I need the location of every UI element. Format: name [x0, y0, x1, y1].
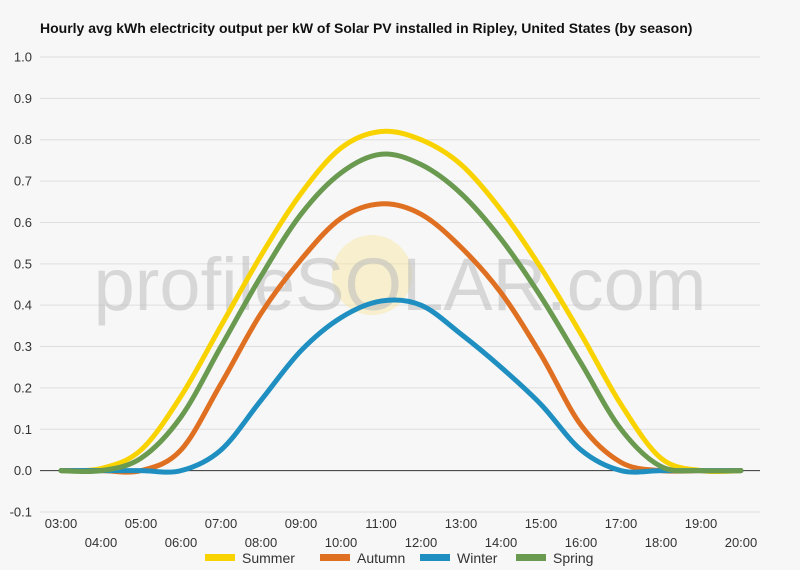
- x-tick-label: 20:00: [725, 535, 758, 550]
- x-tick-label: 09:00: [285, 516, 318, 531]
- x-tick-label: 16:00: [565, 535, 598, 550]
- y-tick-label: 0.4: [14, 298, 32, 313]
- x-tick-label: 05:00: [125, 516, 158, 531]
- x-tick-label: 03:00: [45, 516, 78, 531]
- watermark-text: profileSOLAR.com: [94, 243, 707, 326]
- y-tick-label: 0.5: [14, 256, 32, 271]
- watermark: profileSOLAR.com: [94, 235, 707, 326]
- legend-label-autumn: Autumn: [357, 550, 405, 566]
- y-tick-label: 0.6: [14, 215, 32, 230]
- x-tick-label: 14:00: [485, 535, 518, 550]
- series-line-winter: [58, 297, 744, 475]
- y-tick-label: 0.2: [14, 380, 32, 395]
- x-tick-label: 18:00: [645, 535, 678, 550]
- y-tick-label: 0.9: [14, 91, 32, 106]
- x-tick-label: 17:00: [605, 516, 638, 531]
- y-tick-label: 1.0: [14, 50, 32, 65]
- x-tick-label: 11:00: [365, 516, 397, 531]
- series-line-spring: [58, 151, 744, 475]
- y-tick-label: 0.8: [14, 132, 32, 147]
- series-line-summer: [58, 128, 744, 475]
- legend-swatch-spring: [516, 554, 546, 561]
- x-tick-label: 10:00: [325, 535, 358, 550]
- x-tick-label: 19:00: [685, 516, 718, 531]
- series-line-autumn: [58, 201, 744, 475]
- x-tick-label: 04:00: [85, 535, 118, 550]
- legend-label-spring: Spring: [553, 550, 593, 566]
- y-axis-ticks: -0.1 0.0 0.1 0.2 0.3 0.4 0.5 0.6 0.7 0.8 0.9 1.0: [10, 50, 32, 520]
- legend-swatch-autumn: [320, 554, 350, 561]
- x-tick-label: 13:00: [445, 516, 478, 531]
- watermark-sun-icon: [332, 235, 412, 315]
- legend-label-winter: Winter: [457, 550, 498, 566]
- x-tick-label: 06:00: [165, 535, 198, 550]
- legend-swatch-winter: [420, 554, 450, 561]
- series-lines: [58, 128, 744, 475]
- y-tick-label: 0.0: [14, 463, 32, 478]
- legend-label-summer: Summer: [242, 550, 295, 566]
- y-tick-label: 0.3: [14, 339, 32, 354]
- y-tick-label: -0.1: [10, 505, 32, 520]
- x-tick-label: 08:00: [245, 535, 278, 550]
- y-tick-label: 0.7: [14, 174, 32, 189]
- legend-swatch-summer: [205, 554, 235, 561]
- chart-title: Hourly avg kWh electricity output per kW…: [40, 20, 692, 36]
- x-tick-label: 07:00: [205, 516, 238, 531]
- x-tick-label: 12:00: [405, 535, 438, 550]
- legend: Summer Autumn Winter Spring: [205, 550, 593, 566]
- x-axis-ticks: 03:00 04:00 05:00 06:00 07:00 08:00 09:00 10:00…: [45, 516, 758, 550]
- x-tick-label: 15:00: [525, 516, 558, 531]
- y-tick-label: 0.1: [14, 422, 32, 437]
